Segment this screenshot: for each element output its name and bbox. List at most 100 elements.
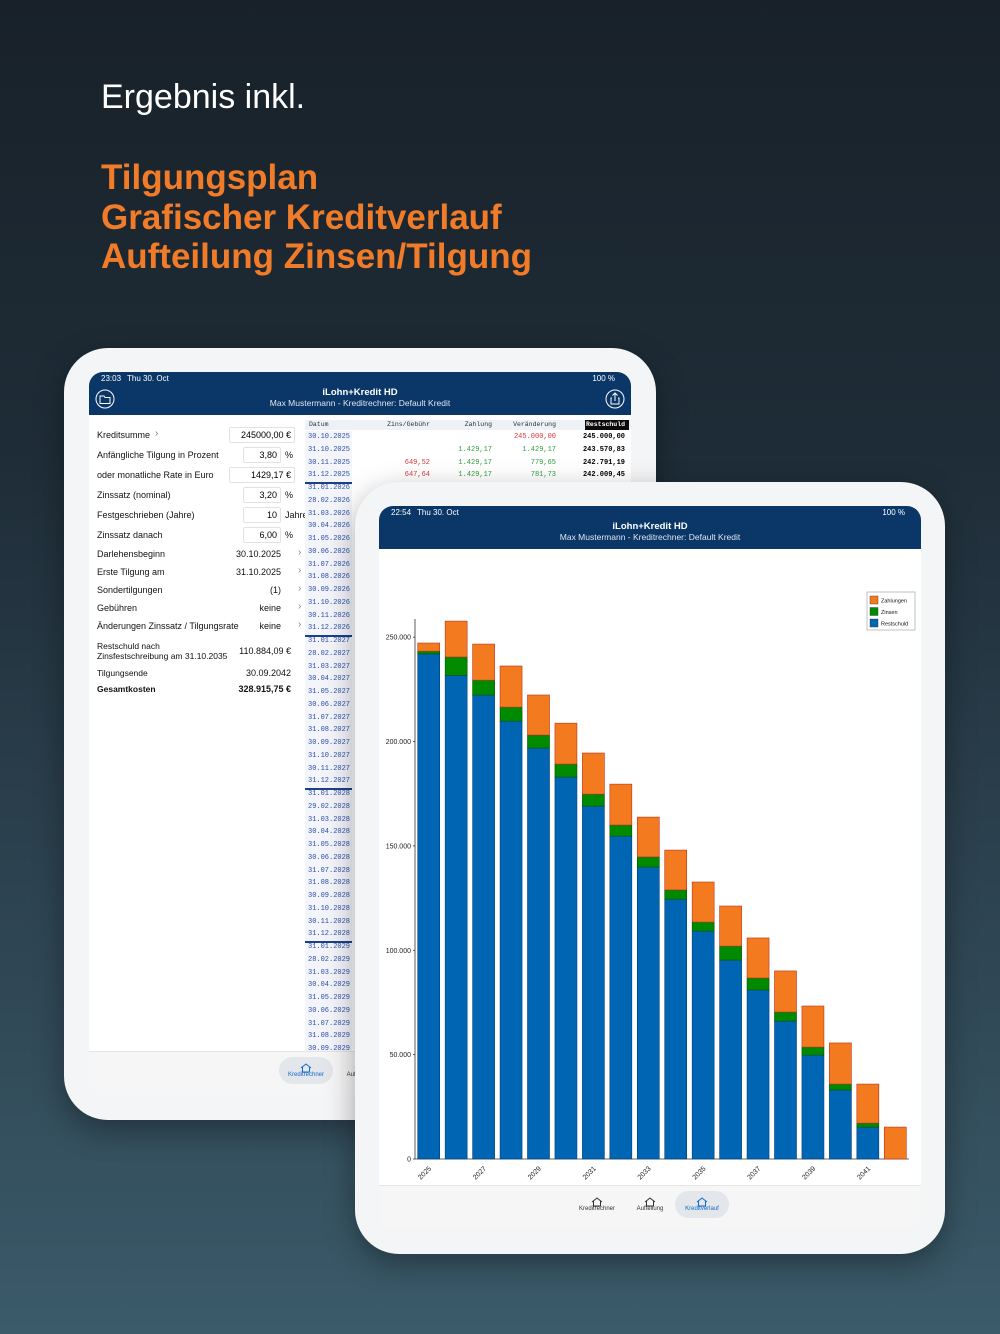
table-cell: 31.10.2025 — [308, 445, 351, 454]
table-cell: 30.06.2028 — [308, 853, 351, 862]
table-cell: 31.10.2027 — [308, 751, 351, 760]
table-cell: 30.10.2025 — [308, 433, 351, 441]
bar-segment — [636, 816, 660, 858]
table-cell: 30.06.2029 — [308, 1006, 351, 1015]
form-label: Kreditsumme — [97, 430, 151, 440]
input-field[interactable]: 245000,00 € — [229, 427, 295, 443]
table-cell: 1.429,17 — [458, 445, 492, 454]
year-separator — [305, 482, 352, 484]
result-value: 30.09.2042 — [245, 668, 291, 678]
tab-label[interactable]: Kreditverlauf — [685, 1206, 719, 1212]
status-date: Thu 30. Oct — [127, 374, 169, 383]
tab-icon — [300, 1060, 312, 1073]
year-separator — [305, 635, 352, 637]
bar-segment — [801, 1005, 825, 1048]
table-cell: 31.08.2026 — [308, 573, 351, 582]
bar-segment — [444, 675, 468, 1160]
bar-segment — [472, 679, 495, 696]
bar-segment — [829, 1083, 852, 1091]
bar-segment — [609, 824, 633, 837]
status-battery: 100 % — [592, 374, 615, 383]
bar-segment — [444, 620, 468, 658]
bar-segment — [746, 989, 770, 1160]
table-cell: 1.429,17 — [458, 471, 492, 480]
x-tick-label: 2025 — [417, 1165, 433, 1181]
table-cell: 31.10.2028 — [308, 904, 351, 913]
x-tick-label: 2027 — [472, 1165, 488, 1181]
unit: % — [285, 490, 294, 500]
feature: Grafischer Kreditverlauf — [101, 198, 502, 237]
legend-label: Zinsen — [881, 610, 898, 616]
tab-label[interactable]: Kreditrechner — [287, 1072, 325, 1078]
tab-bar: Kreditrechner Aufteilung Kreditverlauf — [379, 1185, 921, 1229]
form-label: Zinssatz danach — [97, 530, 163, 540]
y-tick-label: 200.000 — [386, 739, 411, 746]
legend-swatch — [869, 618, 879, 628]
result-label: Gesamtkosten — [97, 684, 156, 694]
x-tick-label: 2029 — [527, 1165, 543, 1181]
chevron: › — [155, 428, 159, 439]
table-cell: 779,65 — [530, 458, 556, 467]
input-field[interactable]: 10 — [243, 507, 281, 523]
result-label: Restschuld nach Zinsfestschreibung am 31… — [97, 641, 228, 661]
table-cell: 31.03.2027 — [308, 662, 351, 671]
chevron: › — [298, 619, 302, 630]
link-value: keine — [259, 621, 281, 631]
share-button[interactable] — [605, 389, 625, 409]
table-cell: 243.570,83 — [582, 445, 625, 454]
bar-segment — [856, 1083, 880, 1124]
table-cell: 242.791,19 — [582, 458, 625, 467]
legend-label: Zahlungen — [881, 599, 907, 605]
column-header: Veränderung — [513, 421, 556, 428]
year-separator — [305, 941, 352, 943]
tab-label[interactable]: Kreditrechner — [578, 1206, 616, 1212]
x-tick-label: 2041 — [856, 1165, 872, 1181]
bar-segment — [636, 856, 660, 868]
table-cell: 31.03.2029 — [308, 968, 351, 977]
link-value: 31.10.2025 — [235, 567, 281, 577]
table-cell: 31.12.2026 — [308, 624, 351, 633]
form-label: oder monatliche Rate in Euro — [97, 470, 214, 480]
table-cell: 647,64 — [404, 471, 430, 480]
bar-segment — [829, 1089, 852, 1160]
result-value: 110.884,09 € — [239, 646, 291, 656]
app-title: iLohn+Kredit HD — [322, 387, 398, 398]
table-cell: 30.11.2025 — [308, 458, 351, 467]
unit: Jahre — [285, 510, 308, 520]
form-label: Anfängliche Tilgung in Prozent — [97, 450, 219, 460]
table-cell: 29.02.2028 — [308, 802, 351, 811]
y-tick-label: 0 — [407, 1157, 411, 1164]
input-field[interactable]: 3,80 — [243, 447, 281, 463]
bar-segment — [609, 835, 633, 1160]
table-cell: 30.04.2028 — [308, 828, 351, 837]
y-tick-label: 100.000 — [386, 948, 411, 955]
bar-segment — [499, 706, 523, 722]
form-panel: Kreditsumme › 245000,00 € Anfängliche Tilgu… — [89, 415, 308, 1051]
status-time: 23:03 — [101, 374, 122, 383]
bar-segment — [499, 720, 523, 1160]
table-cell: 30.04.2026 — [308, 522, 351, 531]
input-field[interactable]: 6,00 — [243, 527, 281, 543]
bar-segment — [636, 866, 660, 1160]
input-field[interactable]: 3,20 — [243, 487, 281, 503]
folder-button[interactable] — [95, 389, 115, 409]
table-cell: 31.01.2027 — [308, 637, 351, 645]
front-screen: 22:54 Thu 30. Oct 100 % iLohn+Kredit HD … — [379, 506, 921, 1229]
table-cell: 28.02.2027 — [308, 649, 351, 658]
table-cell: 31.12.2028 — [308, 930, 351, 939]
feature: Tilgungsplan — [101, 158, 319, 197]
table-cell: 30.09.2028 — [308, 892, 351, 900]
bar-segment — [472, 643, 495, 681]
table-cell: 30.06.2026 — [308, 547, 351, 556]
link-label: Gebühren — [97, 603, 138, 613]
bar-segment — [856, 1126, 880, 1160]
result-label: Tilgungsende — [97, 668, 148, 678]
bar-segment — [444, 656, 468, 676]
bar-segment — [417, 642, 441, 652]
bar-segment — [829, 1042, 852, 1085]
y-tick-label: 150.000 — [386, 843, 411, 850]
app-title: iLohn+Kredit HD — [612, 521, 688, 532]
intro: Ergebnis inkl. — [101, 78, 306, 116]
tab-label[interactable]: Aufteilung — [636, 1206, 664, 1212]
input-field[interactable]: 1429,17 € — [229, 467, 295, 483]
